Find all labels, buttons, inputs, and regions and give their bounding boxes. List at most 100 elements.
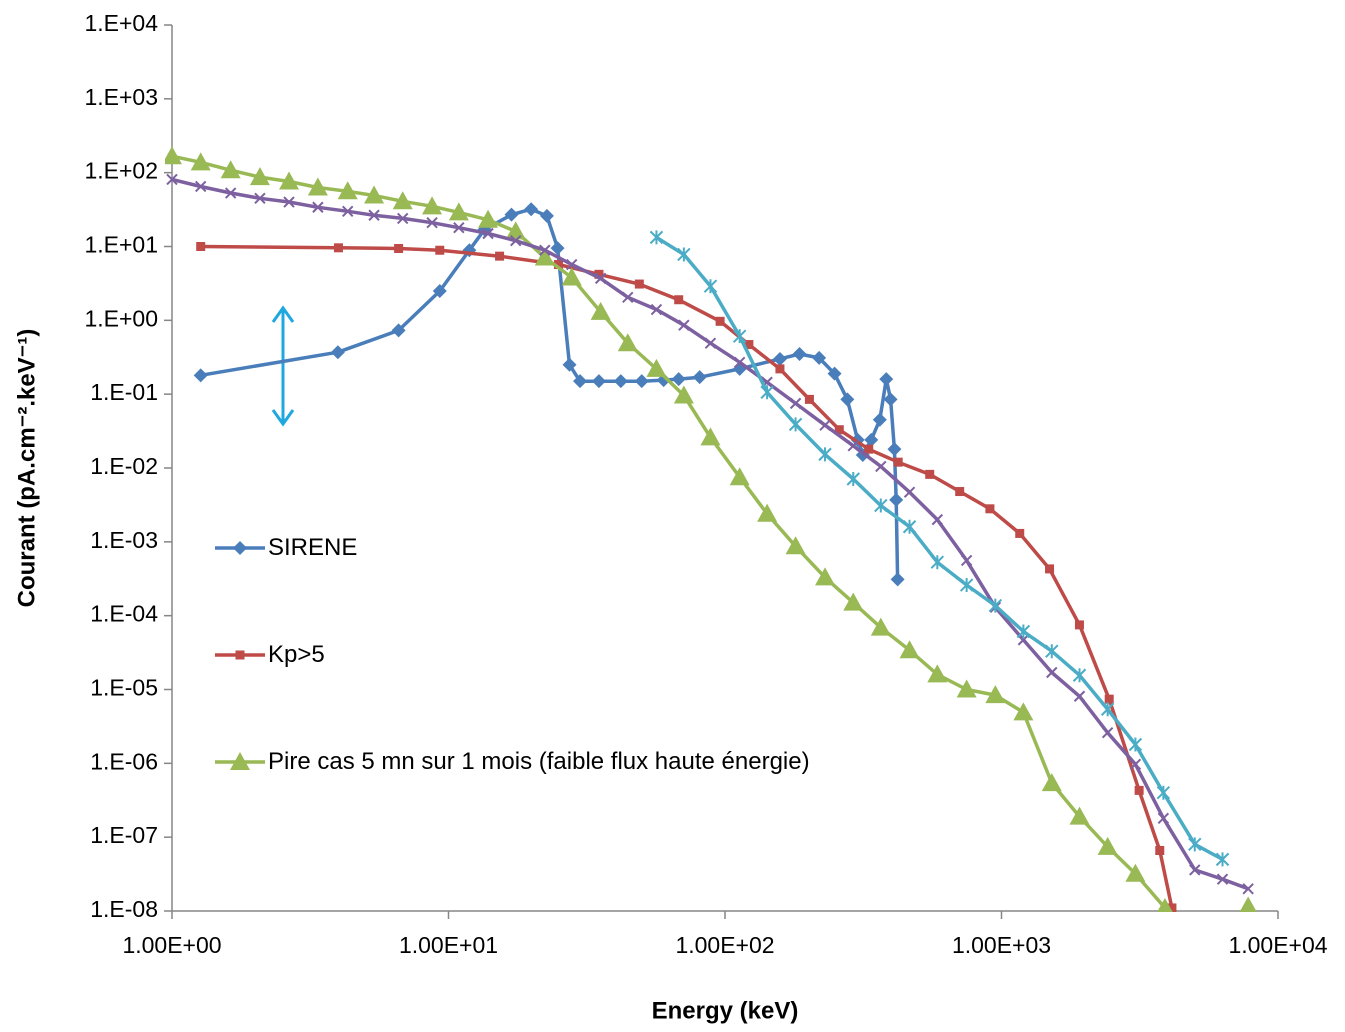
marker [704, 337, 717, 349]
marker [1046, 666, 1058, 679]
marker [1156, 785, 1171, 800]
marker [562, 357, 577, 372]
marker [194, 180, 207, 193]
marker [233, 541, 247, 555]
x-tick-label: 1.00E+00 [122, 932, 221, 958]
y-tick-label: 1.E-07 [90, 822, 158, 848]
marker [1015, 528, 1025, 538]
legend: SIRENE Kp>5 Pire cas 5 mn sur 1 mois (faib… [215, 534, 810, 775]
marker [788, 417, 803, 432]
marker [307, 177, 328, 196]
y-tick-label: 1.E+02 [84, 158, 158, 184]
marker [1242, 883, 1254, 895]
marker [988, 598, 1003, 613]
marker [165, 146, 182, 165]
legend-label: Kp>5 [268, 641, 325, 668]
marker [925, 469, 935, 479]
marker [482, 227, 494, 240]
marker [1073, 690, 1086, 702]
marker [700, 427, 721, 446]
marker [505, 221, 526, 240]
marker [190, 152, 211, 171]
x-tick-label: 1.00E+04 [1228, 932, 1327, 958]
marker [1104, 694, 1114, 704]
marker [478, 209, 499, 228]
marker [1155, 845, 1165, 855]
marker [674, 295, 684, 305]
marker [872, 412, 887, 427]
marker [1189, 864, 1201, 876]
marker [634, 374, 649, 389]
y-tick-label: 1.E-01 [90, 379, 158, 405]
marker [1013, 702, 1034, 721]
y-tick-label: 1.E-03 [90, 527, 158, 553]
marker [733, 356, 746, 369]
x-axis-title: Energy (keV) [652, 997, 799, 1024]
marker [903, 486, 916, 498]
marker [955, 487, 965, 497]
marker [573, 374, 588, 389]
y-tick-label: 1.E+04 [84, 10, 158, 36]
marker [650, 303, 663, 316]
marker [566, 258, 578, 271]
marker [890, 572, 905, 587]
y-tick-label: 1.E+01 [84, 232, 158, 258]
marker [1128, 737, 1143, 752]
marker [230, 752, 250, 770]
y-tick-label: 1.E-04 [90, 601, 158, 627]
marker [985, 685, 1006, 704]
marker [524, 202, 539, 217]
marker [1041, 773, 1062, 792]
marker [673, 385, 694, 404]
marker [1188, 837, 1202, 852]
marker [504, 207, 519, 222]
marker [495, 251, 505, 261]
plot-area [165, 146, 1257, 912]
marker [715, 316, 725, 326]
marker [902, 519, 917, 534]
marker [792, 346, 807, 361]
marker [1157, 812, 1170, 825]
legend-label: SIRENE [268, 534, 358, 561]
marker [509, 234, 522, 247]
annotation-arrow [271, 305, 295, 427]
marker [394, 243, 404, 253]
marker [846, 471, 860, 486]
marker [539, 208, 554, 223]
marker [166, 173, 178, 186]
marker [703, 279, 718, 294]
marker [634, 279, 644, 289]
marker [1045, 564, 1055, 574]
marker [448, 202, 469, 221]
marker [330, 345, 345, 360]
marker [279, 171, 300, 190]
marker [744, 340, 754, 350]
marker [775, 364, 785, 374]
x-tick-label: 1.00E+02 [675, 932, 774, 958]
marker [1167, 903, 1177, 912]
marker [874, 498, 888, 513]
marker [870, 617, 891, 636]
marker [1129, 758, 1142, 771]
y-tick-label: 1.E+00 [84, 305, 158, 331]
marker [1069, 806, 1090, 825]
marker [956, 679, 977, 698]
marker [927, 664, 948, 683]
y-axis-title: Courant (pA.cm⁻².keV⁻¹) [13, 329, 40, 608]
marker [1125, 863, 1146, 882]
marker [899, 640, 920, 659]
marker [646, 358, 667, 377]
marker [864, 432, 879, 447]
marker [235, 650, 245, 660]
y-tick-label: 1.E+03 [84, 84, 158, 110]
marker [453, 221, 465, 234]
marker [1216, 873, 1229, 885]
legend-entry: Kp>5 [268, 641, 325, 668]
marker [426, 217, 438, 229]
marker [692, 370, 707, 385]
marker [931, 513, 944, 526]
marker [594, 269, 604, 279]
marker [1215, 852, 1230, 867]
